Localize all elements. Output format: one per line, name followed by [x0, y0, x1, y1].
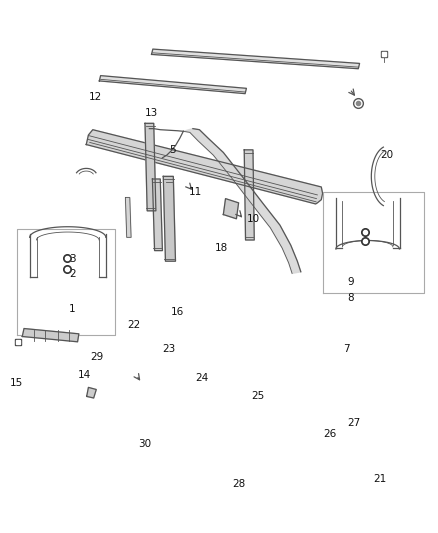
Text: 18: 18 [215, 243, 228, 253]
Text: 8: 8 [347, 293, 354, 303]
Text: 7: 7 [343, 344, 350, 354]
Polygon shape [152, 49, 360, 69]
Text: 11: 11 [188, 187, 202, 197]
Text: 21: 21 [374, 474, 387, 483]
Text: 15: 15 [10, 378, 23, 388]
Polygon shape [22, 328, 79, 342]
Text: 2: 2 [69, 270, 75, 279]
Polygon shape [223, 199, 239, 219]
Text: 29: 29 [91, 352, 104, 361]
Text: 12: 12 [88, 92, 102, 102]
Polygon shape [86, 130, 322, 204]
Polygon shape [145, 123, 156, 211]
Text: 27: 27 [347, 418, 360, 428]
Text: 24: 24 [195, 373, 208, 383]
Text: 10: 10 [247, 214, 261, 224]
Text: 30: 30 [138, 439, 152, 449]
Text: 26: 26 [323, 429, 337, 439]
Polygon shape [244, 150, 254, 240]
Text: 1: 1 [69, 304, 75, 314]
Polygon shape [125, 198, 131, 237]
Polygon shape [184, 128, 301, 273]
Text: 23: 23 [162, 344, 176, 354]
Text: 3: 3 [69, 254, 75, 263]
Text: 16: 16 [171, 306, 184, 317]
Polygon shape [152, 179, 162, 251]
Text: 14: 14 [78, 370, 91, 380]
Polygon shape [163, 176, 176, 261]
Text: 28: 28 [232, 479, 245, 489]
Polygon shape [87, 387, 96, 398]
Text: 13: 13 [145, 108, 158, 118]
Text: 5: 5 [169, 145, 176, 155]
Text: 20: 20 [380, 150, 393, 160]
Text: 9: 9 [347, 277, 354, 287]
Text: 25: 25 [252, 391, 265, 401]
Polygon shape [99, 76, 247, 94]
Text: 22: 22 [127, 320, 141, 330]
